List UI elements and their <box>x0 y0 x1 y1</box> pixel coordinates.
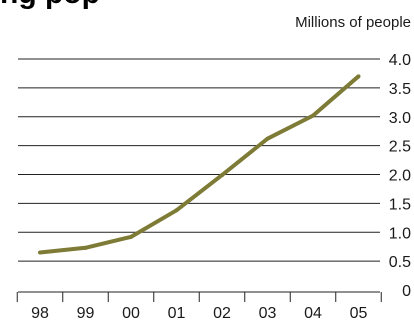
x-tick-label: 03 <box>259 305 277 321</box>
y-tick-label: 2.5 <box>389 139 411 156</box>
series-line <box>39 74 360 255</box>
data-point <box>220 173 224 178</box>
y-tick-label: 3.5 <box>389 81 411 98</box>
y-tick-label: 1.0 <box>389 225 411 242</box>
y-tick-label: 1.5 <box>389 196 411 213</box>
gridlines <box>18 58 380 262</box>
data-point <box>174 208 179 213</box>
y-tick-label: 2.0 <box>389 168 411 185</box>
data-point <box>356 74 361 79</box>
x-tick-label: 98 <box>31 305 49 321</box>
y-tick-label: 4.0 <box>389 52 411 69</box>
chart-title: ng pop <box>0 0 100 14</box>
x-tick-label: 99 <box>77 305 95 321</box>
x-tick-label: 04 <box>304 305 322 321</box>
data-point <box>265 136 270 141</box>
x-tick-label: 05 <box>350 305 368 321</box>
y-tick-labels: 4.0 3.5 3.0 2.5 2.0 1.5 1.0 0.5 0 <box>389 52 411 300</box>
x-tick-label: 01 <box>168 305 186 321</box>
data-point <box>38 250 42 255</box>
y-tick-label: 3.0 <box>389 110 411 127</box>
x-axis: 98 99 00 01 02 03 04 05 <box>16 291 382 321</box>
x-tick-label: 02 <box>213 305 231 321</box>
x-tick-label: 00 <box>122 305 140 321</box>
data-point <box>83 245 88 250</box>
series-layer <box>38 74 361 255</box>
data-point <box>311 113 315 118</box>
y-axis-unit-label: Millions of people <box>295 14 411 31</box>
data-point <box>129 234 133 239</box>
y-tick-label: 0 <box>402 283 411 300</box>
y-tick-label: 0.5 <box>389 254 411 271</box>
